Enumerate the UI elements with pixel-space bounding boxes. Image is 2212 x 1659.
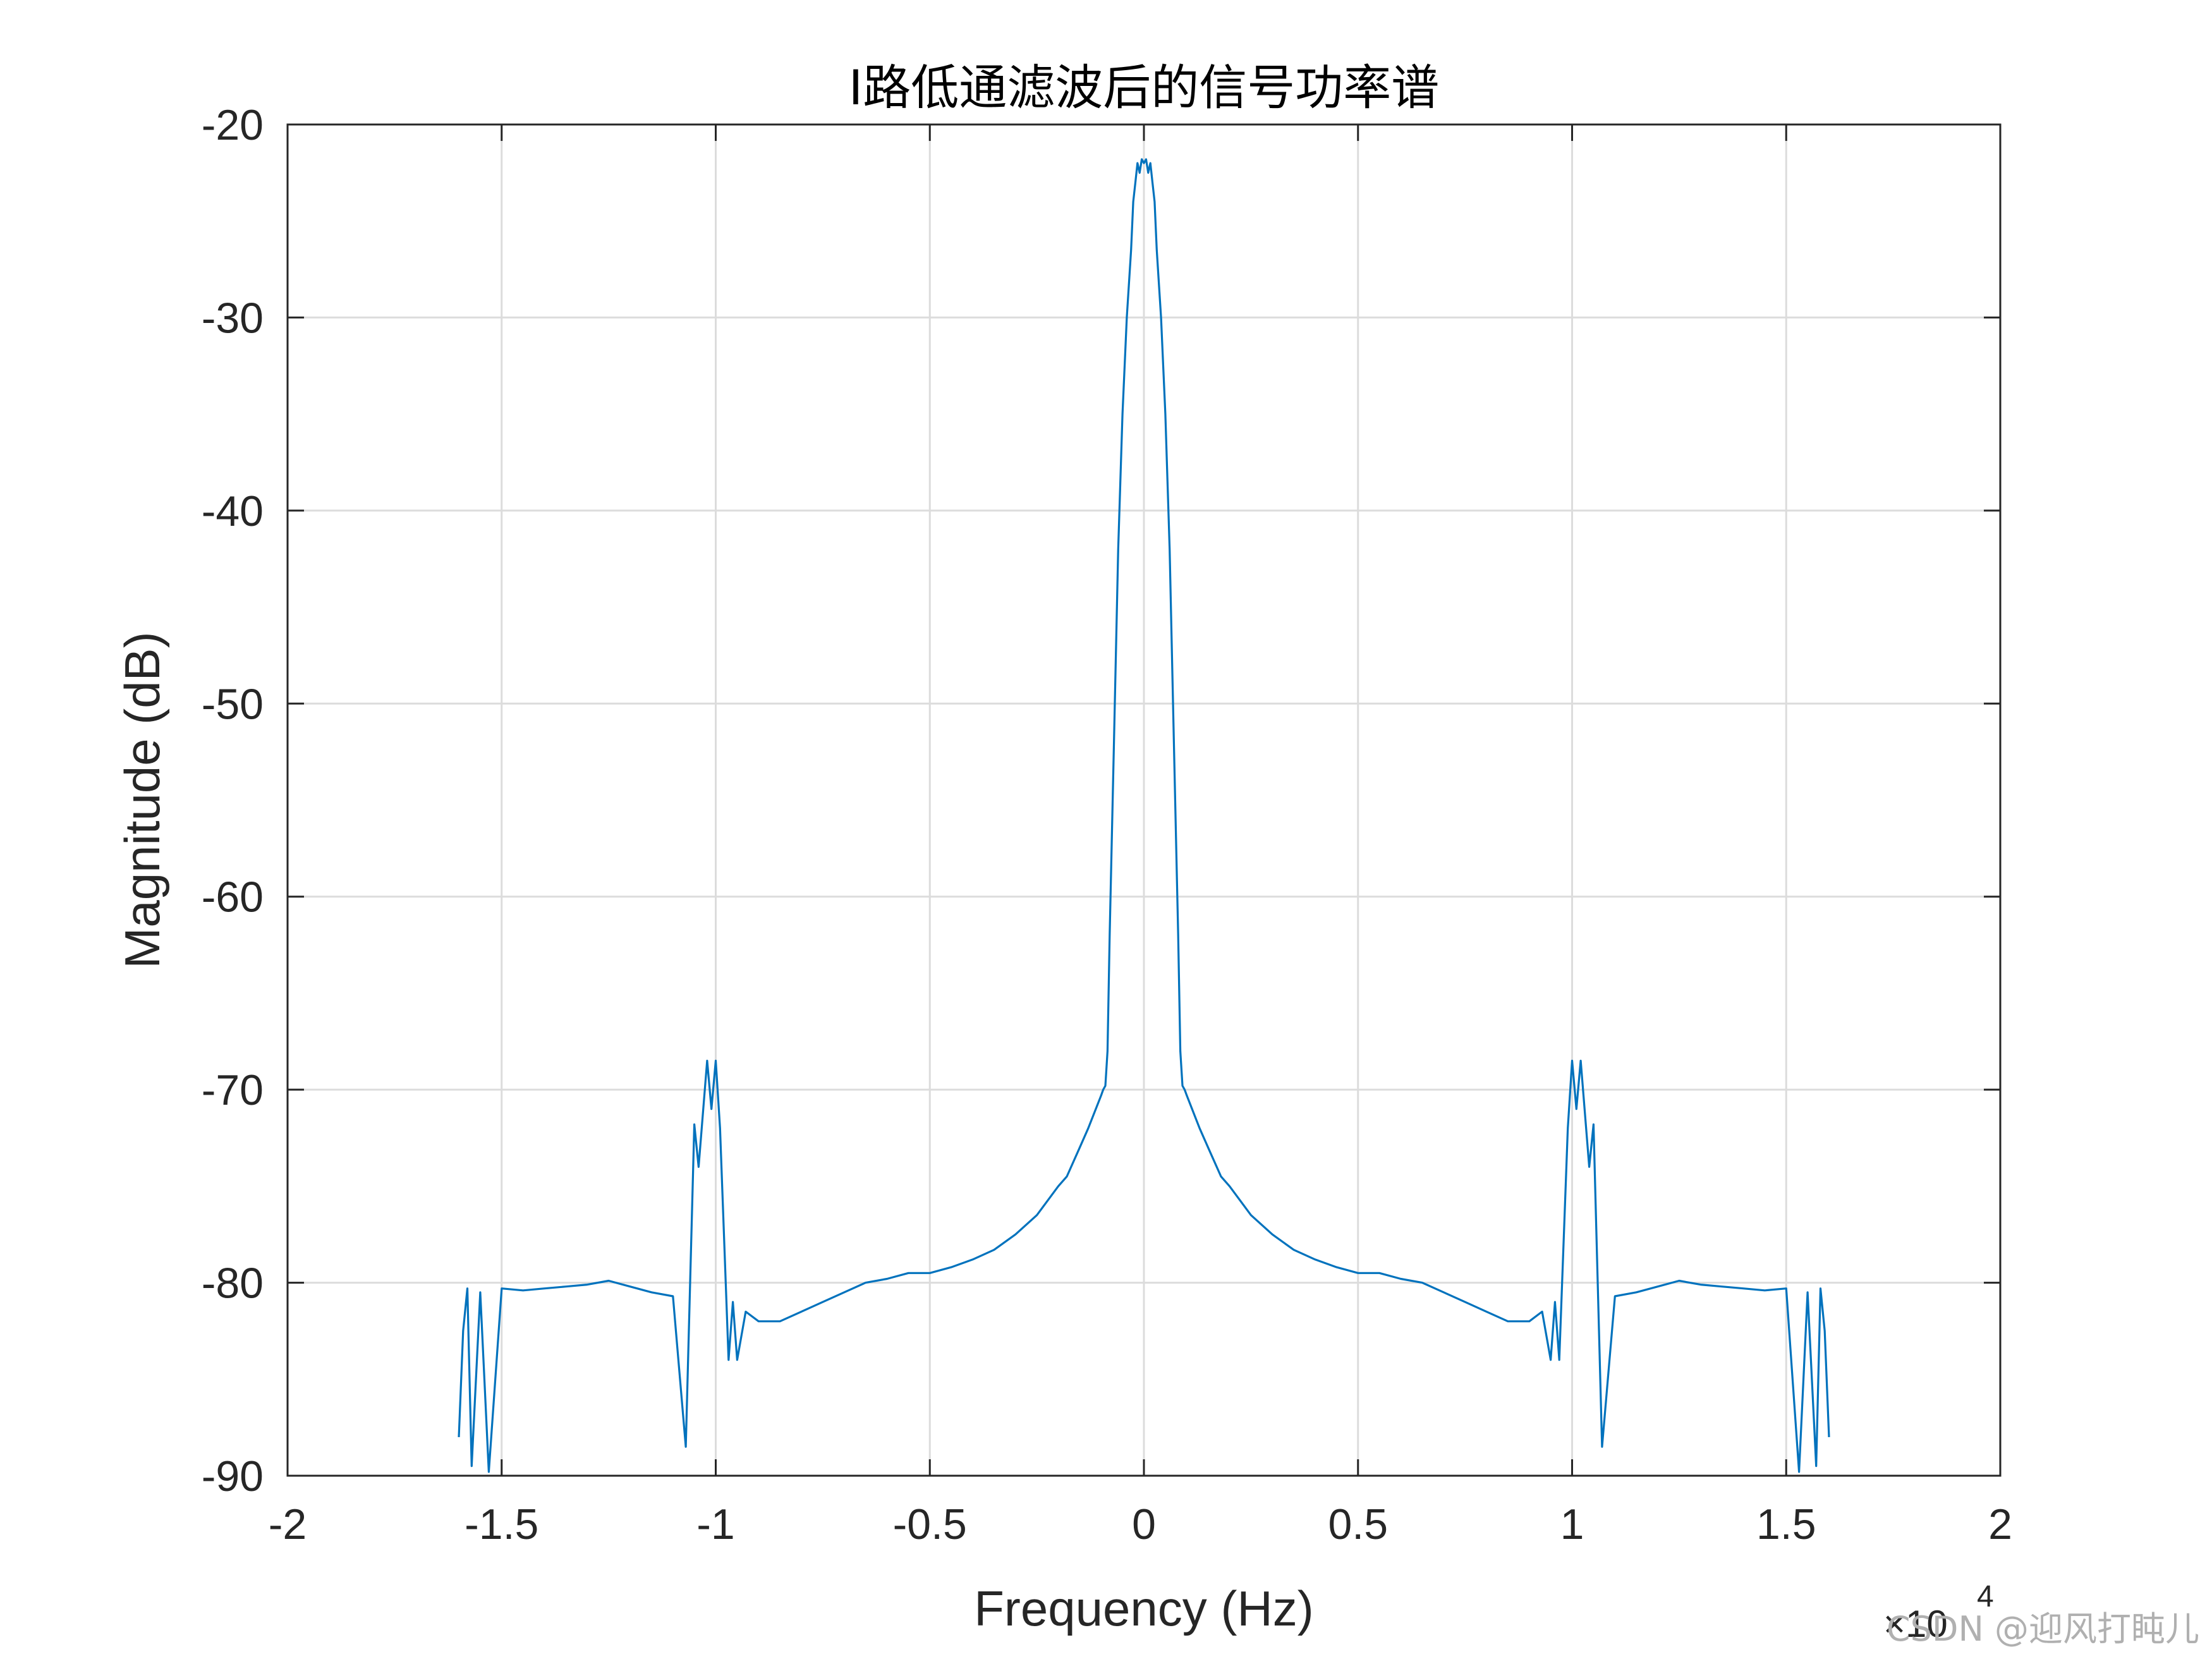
y-tick-label: -30 bbox=[202, 294, 264, 342]
x-tick-label: -2 bbox=[269, 1500, 307, 1548]
x-multiplier-base: ×10 bbox=[1883, 1603, 1948, 1645]
x-tick-label: -0.5 bbox=[893, 1500, 967, 1548]
chart-title: I路低通滤波后的信号功率谱 bbox=[849, 59, 1439, 116]
x-axis-label: Frequency (Hz) bbox=[974, 1581, 1313, 1636]
x-tick-label: -1 bbox=[696, 1500, 734, 1548]
y-tick-labels: -20 -30 -40 -50 -60 -70 -80 -90 bbox=[202, 101, 264, 1500]
y-tick-label: -40 bbox=[202, 487, 264, 535]
y-tick-label: -20 bbox=[202, 101, 264, 149]
y-tick-label: -70 bbox=[202, 1066, 264, 1114]
watermark: CSDN @迎风打盹儿 bbox=[1887, 1609, 2199, 1649]
y-tick-label: -80 bbox=[202, 1260, 264, 1308]
x-tick-label: -1.5 bbox=[465, 1500, 538, 1548]
x-tick-label: 0 bbox=[1132, 1500, 1156, 1548]
y-tick-label: -90 bbox=[202, 1452, 264, 1500]
y-tick-label: -50 bbox=[202, 680, 264, 728]
x-tick-labels: -2 -1.5 -1 -0.5 0 0.5 1 1.5 2 bbox=[269, 1500, 2012, 1548]
y-axis-label: Magnitude (dB) bbox=[114, 631, 170, 968]
grid-lines bbox=[288, 125, 2000, 1476]
x-tick-label: 0.5 bbox=[1328, 1500, 1388, 1548]
x-tick-label: 1 bbox=[1560, 1500, 1584, 1548]
x-tick-label: 1.5 bbox=[1756, 1500, 1816, 1548]
y-tick-label: -60 bbox=[202, 873, 264, 921]
spectrum-line bbox=[458, 158, 1830, 1473]
x-tick-label: 2 bbox=[1988, 1500, 2012, 1548]
x-multiplier-exponent: 4 bbox=[1977, 1580, 1994, 1613]
axis-ticks bbox=[286, 123, 2002, 1477]
series-layer bbox=[458, 158, 1830, 1473]
